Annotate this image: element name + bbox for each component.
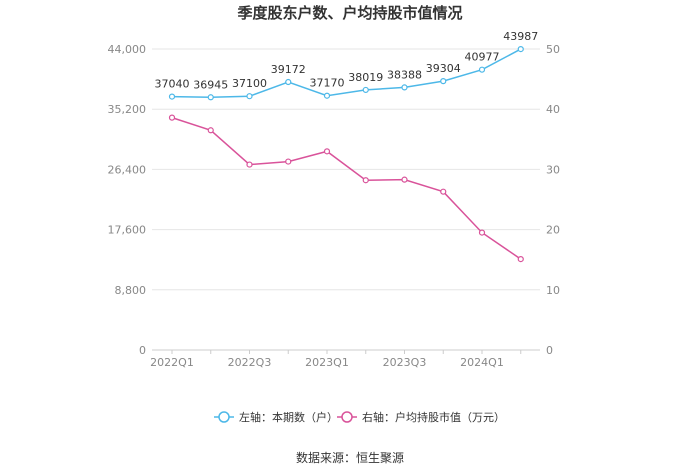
data-label: 37170 xyxy=(310,77,345,90)
data-label: 40977 xyxy=(465,51,500,64)
data-label: 37100 xyxy=(232,77,267,90)
data-point xyxy=(401,176,408,183)
y-left-tick-label: 8,800 xyxy=(115,284,147,297)
y-left-tick-label: 17,600 xyxy=(108,224,147,237)
y-left-tick-label: 44,000 xyxy=(108,43,147,56)
data-label: 38388 xyxy=(387,68,422,81)
x-tick-label: 2022Q1 xyxy=(150,356,194,369)
legend-label: 右轴：户均持股市值（万元） xyxy=(362,410,505,424)
data-point xyxy=(207,94,214,101)
data-point xyxy=(285,158,292,165)
series-line-1 xyxy=(171,48,522,99)
data-point xyxy=(401,84,408,91)
legend-item-2[interactable]: 右轴：户均持股市值（万元） xyxy=(337,410,505,424)
axes: 0 8,800 17,600 26,400 35,200 44,000 0 10 20 30 40 5… xyxy=(108,43,561,369)
data-source: 数据来源：恒生聚源 xyxy=(296,450,404,465)
data-point xyxy=(207,127,214,134)
series-layer: 37040 36945 37100 39172 37170 38019 38388 39304… xyxy=(155,30,538,263)
data-point xyxy=(246,161,253,168)
data-point xyxy=(517,45,524,53)
x-tick-label: 2023Q3 xyxy=(383,356,427,369)
y-right-tick-label: 30 xyxy=(546,163,560,176)
chart-title: 季度股东户数、户均持股市值情况 xyxy=(237,4,462,22)
y-right-tick-label: 0 xyxy=(546,344,553,357)
legend-swatch-marker xyxy=(218,411,230,423)
data-point xyxy=(478,229,486,236)
legend-item-1[interactable]: 左轴：本期数（户） xyxy=(214,410,338,424)
series-line-2 xyxy=(171,116,522,260)
data-point xyxy=(517,255,524,263)
x-tick-label: 2024Q1 xyxy=(460,356,504,369)
y-left-tick-label: 26,400 xyxy=(108,163,147,176)
data-point xyxy=(440,78,447,85)
data-label: 37040 xyxy=(155,78,190,91)
legend[interactable]: 左轴：本期数（户） 右轴：户均持股市值（万元） xyxy=(214,410,505,424)
y-right-tick-label: 50 xyxy=(546,43,560,56)
data-label: 38019 xyxy=(348,71,383,84)
x-tick-label: 2022Q3 xyxy=(228,356,272,369)
data-point xyxy=(362,86,369,94)
x-tick-label: 2023Q1 xyxy=(305,356,349,369)
data-point xyxy=(478,66,486,73)
data-point xyxy=(440,188,447,195)
data-point xyxy=(285,78,292,86)
data-point xyxy=(323,148,331,155)
legend-swatch-marker xyxy=(341,411,353,423)
data-label: 43987 xyxy=(503,30,538,43)
y-right-tick-label: 10 xyxy=(546,284,560,297)
data-label: 39172 xyxy=(271,63,306,76)
y-right-tick-label: 40 xyxy=(546,103,560,116)
y-left-tick-label: 35,200 xyxy=(108,103,147,116)
data-point xyxy=(168,93,176,100)
data-point xyxy=(362,177,369,184)
data-point xyxy=(323,92,331,99)
data-label: 39304 xyxy=(426,62,461,75)
data-label: 36945 xyxy=(193,78,228,91)
y-right-tick-label: 20 xyxy=(546,224,560,237)
legend-label: 左轴：本期数（户） xyxy=(239,410,338,424)
data-point xyxy=(246,93,253,100)
grid xyxy=(152,48,540,351)
y-left-tick-label: 0 xyxy=(139,344,146,357)
data-point xyxy=(168,114,176,121)
